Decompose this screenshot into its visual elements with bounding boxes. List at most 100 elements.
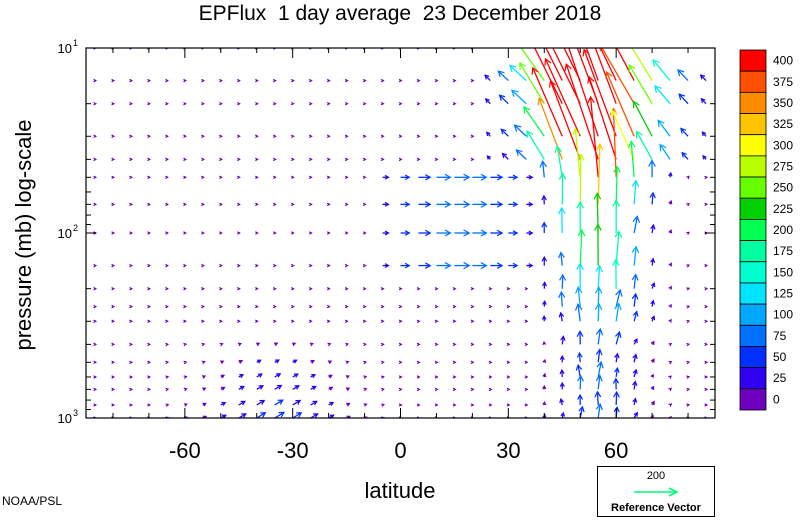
flux-arrow [111,175,116,180]
flux-arrow [558,172,567,205]
flux-arrow [488,342,493,347]
flux-arrow [147,360,151,365]
flux-arrow [541,255,548,266]
flux-arrow [129,175,134,180]
flux-arrow [256,412,267,418]
flux-arrow [506,403,511,407]
flux-arrow [416,416,421,418]
flux-arrow [326,101,331,106]
colorbar-swatch [739,70,767,93]
flux-arrow [93,101,98,106]
flux-arrow [344,48,349,50]
colorbar-label: 375 [773,75,793,89]
flux-arrow [237,101,241,106]
flux-arrow [165,342,170,347]
flux-arrow [416,387,421,392]
flux-arrow [472,262,488,270]
flux-arrow [490,262,504,269]
flux-arrow [668,403,673,407]
flux-arrow [576,330,584,345]
flux-arrow [595,142,604,205]
flux-arrow [418,174,432,181]
flux-arrow [418,229,432,237]
flux-arrow [326,286,331,291]
flux-arrow [147,319,151,324]
colorbar: 4003753503253002752502252001751501251007… [739,49,793,411]
flux-arrow [577,374,584,390]
flux-arrow [631,292,639,307]
flux-arrow [344,134,349,139]
flux-arrow [452,387,457,392]
flux-arrow [346,387,351,392]
flux-arrow [219,101,223,106]
flux-arrow [382,263,390,269]
flux-arrow [587,95,599,178]
flux-arrow [274,359,280,364]
flux-arrow [434,286,439,291]
flux-arrow [506,286,511,291]
flux-arrow [506,342,511,347]
flux-arrow [165,304,169,309]
flux-arrow [631,273,639,289]
flux-arrow [526,174,534,180]
flux-arrow [219,48,223,50]
flux-arrow [582,48,617,137]
flux-arrow [326,202,331,207]
flux-arrow [202,387,207,392]
flux-arrow [704,304,709,309]
flux-arrow [237,175,241,180]
flux-arrow [541,194,547,205]
flux-arrow [418,201,432,208]
flux-arrow [704,342,709,347]
flux-arrow [202,375,207,379]
flux-arrow [650,257,656,266]
flux-arrow [147,403,151,407]
flux-arrow [484,98,491,105]
flux-arrow [627,140,636,178]
flux-arrow [452,342,457,347]
flux-arrow [183,286,187,291]
flux-arrow [650,299,656,307]
flux-arrow [238,374,245,379]
flux-arrow [488,319,493,324]
flux-arrow [686,342,691,347]
flux-arrow [93,319,98,324]
flux-arrow [398,387,403,392]
flux-arrow [632,380,638,390]
flux-arrow [362,286,367,291]
flux-arrow [657,119,671,137]
flux-arrow [344,202,349,207]
flux-arrow [595,264,604,289]
flux-arrow [219,286,223,291]
colorbar-swatch [739,176,767,199]
flux-arrow [326,78,331,83]
flux-arrow [509,64,527,82]
flux-arrow [705,48,707,49]
flux-arrow [542,384,547,390]
flux-arrow [147,304,151,309]
flux-arrow [576,153,585,205]
flux-arrow [649,191,656,205]
colorbar-swatch [739,367,767,390]
flux-arrow [687,48,689,49]
flux-arrow [255,134,259,139]
flux-arrow [434,387,439,392]
chart-title: EPFlux 1 day average 23 December 2018 [198,2,602,25]
flux-arrow [434,360,439,365]
flux-arrow [256,342,261,347]
flux-arrow [183,263,187,268]
flux-arrow [255,157,259,162]
flux-arrow [93,375,98,379]
flux-arrow [524,342,529,347]
flux-arrow [111,360,116,365]
flux-arrow [129,286,134,291]
flux-arrow [273,304,277,309]
flux-arrow [686,231,691,235]
flux-arrow [380,304,385,309]
flux-arrow [615,288,623,307]
flux-arrow [559,397,565,406]
flux-arrow [237,134,241,139]
flux-arrow [470,286,475,291]
flux-arrow [416,134,421,139]
flux-arrow [274,411,286,418]
